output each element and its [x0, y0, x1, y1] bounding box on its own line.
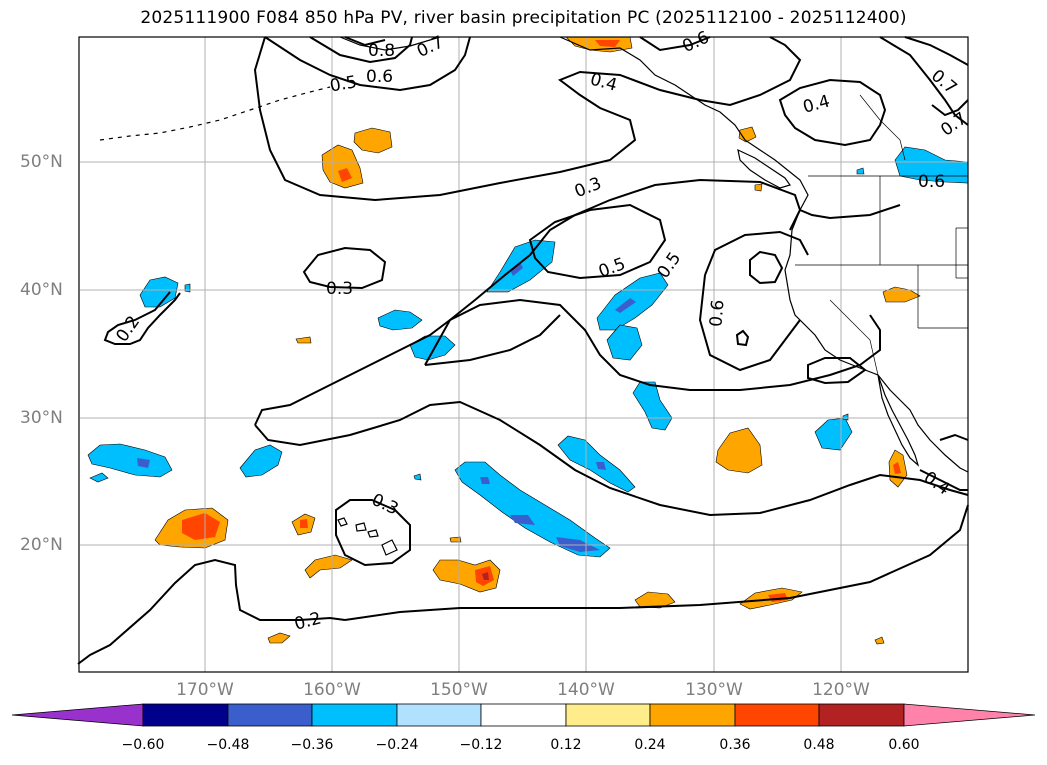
contour-label: 0.6 [918, 172, 945, 192]
contour-label: 0.5 [596, 254, 628, 282]
contour-label: 0.5 [328, 72, 358, 96]
lon-label-170w: 170°W [176, 680, 234, 700]
map-frame [78, 36, 969, 673]
map-title: 2025111900 F084 850 hPa PV, river basin … [140, 8, 907, 28]
colorbar-extend-high [903, 703, 1036, 727]
contour-label: 0.4 [801, 91, 832, 117]
colorbar-bin [480, 703, 567, 727]
colorbar [11, 703, 1036, 727]
lon-label-130w: 130°W [685, 680, 743, 700]
colorbar-bin [649, 703, 736, 727]
lon-label-140w: 140°W [557, 680, 615, 700]
colorbar-bin [227, 703, 313, 727]
lon-label-120w: 120°W [812, 680, 870, 700]
contour-label: 0.6 [366, 67, 393, 87]
precipitation-shading [87, 36, 969, 645]
contour-label: 0.3 [572, 174, 605, 203]
colorbar-tick-label: −0.60 [121, 737, 165, 753]
lon-label-160w: 160°W [303, 680, 361, 700]
colorbar-tick-label: 0.48 [803, 737, 835, 753]
pv-contours [77, 36, 969, 665]
colorbar-bin [396, 703, 482, 727]
colorbar-tick-label: 0.12 [550, 737, 582, 753]
colorbar-bin [734, 703, 820, 727]
colorbar-bin [565, 703, 651, 727]
colorbar-tick-label: 0.60 [888, 737, 920, 753]
colorbar-tick-label: −0.36 [290, 737, 334, 753]
lon-label-150w: 150°W [430, 680, 488, 700]
political-borders [795, 94, 968, 376]
lat-label-20n: 20°N [20, 535, 63, 555]
colorbar-tick-label: 0.36 [719, 737, 751, 753]
colorbar-bin [818, 703, 905, 727]
contour-label: 0.4 [588, 69, 619, 95]
colorbar-bin [142, 703, 229, 727]
contour-label: 0.3 [326, 279, 353, 299]
contour-labels: 0.8 0.7 0.5 0.6 0.4 0.6 0.4 0.7 0.7 0.6 … [112, 27, 971, 634]
lat-label-50n: 50°N [20, 152, 63, 172]
coastlines [99, 36, 969, 556]
colorbar-tick-label: −0.48 [206, 737, 250, 753]
colorbar-tick-label: 0.24 [634, 737, 666, 753]
graticule [80, 37, 968, 672]
contour-label: 0.8 [368, 41, 395, 61]
colorbar-extend-low [11, 703, 144, 727]
colorbar-tick-label: −0.24 [375, 737, 419, 753]
contour-label: 0.6 [706, 299, 728, 328]
lat-label-40n: 40°N [20, 280, 63, 300]
lat-label-30n: 30°N [20, 408, 63, 428]
contour-label: 0.3 [368, 490, 401, 520]
contour-label: 0.2 [292, 608, 323, 634]
contour-label: 0.6 [679, 27, 712, 57]
contour-label: 0.7 [927, 66, 961, 99]
colorbar-tick-label: −0.12 [459, 737, 503, 753]
colorbar-bin [311, 703, 398, 727]
